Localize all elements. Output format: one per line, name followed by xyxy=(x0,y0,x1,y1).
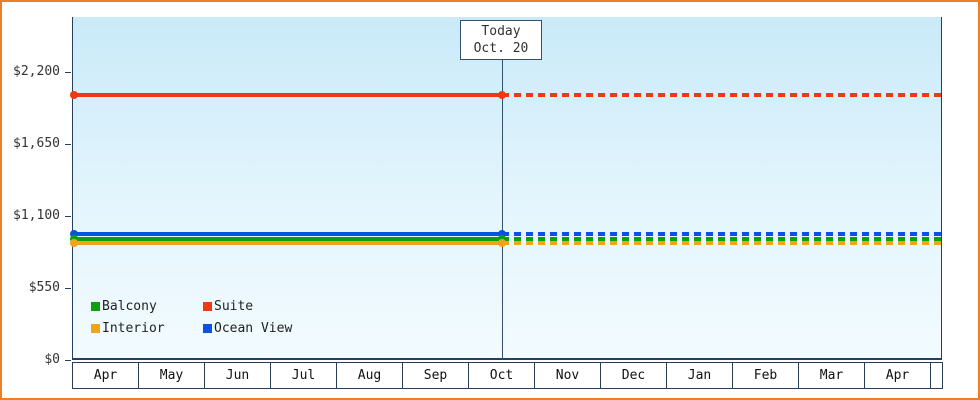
legend-label: Ocean View xyxy=(214,321,293,336)
series-line-dotted-balcony xyxy=(502,236,941,241)
y-tick-label: $0 xyxy=(44,352,60,367)
series-marker-today-balcony xyxy=(498,234,506,243)
month-cell-nov: Nov xyxy=(534,362,600,389)
month-cell-jan: Jan xyxy=(666,362,732,389)
legend-label: Balcony xyxy=(102,299,157,314)
month-cell-may: May xyxy=(138,362,204,389)
legend-swatch-ocean-view xyxy=(203,324,212,333)
y-tick-mark xyxy=(65,143,71,145)
y-tick-mark xyxy=(65,287,71,289)
series-line-solid-suite xyxy=(73,92,502,97)
series-line-solid-ocean-view xyxy=(73,232,502,237)
legend-item-interior: Interior xyxy=(91,321,203,336)
legend-item-ocean-view: Ocean View xyxy=(203,321,292,336)
y-tick-label: $1,100 xyxy=(13,207,60,223)
series-marker-start-suite xyxy=(70,90,78,99)
y-tick-label: $2,200 xyxy=(13,63,60,79)
y-tick-label: $550 xyxy=(28,279,60,295)
today-label-line1: Today xyxy=(481,24,521,39)
legend-label: Interior xyxy=(102,321,165,336)
legend-item-suite: Suite xyxy=(203,299,292,314)
series-marker-start-ocean-view xyxy=(70,230,78,239)
month-cell-jul: Jul xyxy=(270,362,336,389)
legend-swatch-balcony xyxy=(91,302,100,311)
today-marker-line xyxy=(502,59,503,360)
y-tick-mark xyxy=(65,71,71,73)
y-tick-mark xyxy=(65,215,71,217)
series-line-dotted-suite xyxy=(502,92,941,97)
legend-item-balcony: Balcony xyxy=(91,299,203,314)
series-marker-today-ocean-view xyxy=(498,230,506,239)
month-cell-sep: Sep xyxy=(402,362,468,389)
legend-swatch-suite xyxy=(203,302,212,311)
month-cell-apr: Apr xyxy=(864,362,930,389)
month-cell-dec: Dec xyxy=(600,362,666,389)
today-label: Today Oct. 20 xyxy=(460,20,542,60)
series-line-dotted-ocean-view xyxy=(502,232,941,237)
series-line-solid-balcony xyxy=(73,236,502,241)
legend-label: Suite xyxy=(214,299,254,314)
month-cell-mar: Mar xyxy=(798,362,864,389)
month-cell-apr: Apr xyxy=(72,362,138,389)
legend-swatch-interior xyxy=(91,324,100,333)
legend: Balcony Suite Interior Ocean View xyxy=(91,299,292,336)
month-cell-oct: Oct xyxy=(468,362,534,389)
series-marker-start-interior xyxy=(70,239,78,248)
y-tick-label: $1,650 xyxy=(13,135,60,151)
today-label-line2: Oct. 20 xyxy=(473,41,529,56)
series-line-dotted-interior xyxy=(502,241,941,246)
y-tick-mark xyxy=(65,360,71,361)
y-axis: $0 $550 $1,100 $1,650 $2,200 xyxy=(2,2,72,367)
month-cell-jun: Jun xyxy=(204,362,270,389)
month-cell-feb: Feb xyxy=(732,362,798,389)
series-marker-today-suite xyxy=(498,90,506,99)
series-marker-start-balcony xyxy=(70,234,78,243)
x-axis: Apr May Jun Jul Aug Sep Oct Nov Dec Jan Feb Mar Apr xyxy=(72,362,943,389)
series-line-solid-interior xyxy=(73,241,502,246)
month-cell-aug: Aug xyxy=(336,362,402,389)
month-cell-filler xyxy=(930,362,943,389)
series-marker-today-interior xyxy=(498,239,506,248)
plot-area: Balcony Suite Interior Ocean View xyxy=(70,17,942,360)
